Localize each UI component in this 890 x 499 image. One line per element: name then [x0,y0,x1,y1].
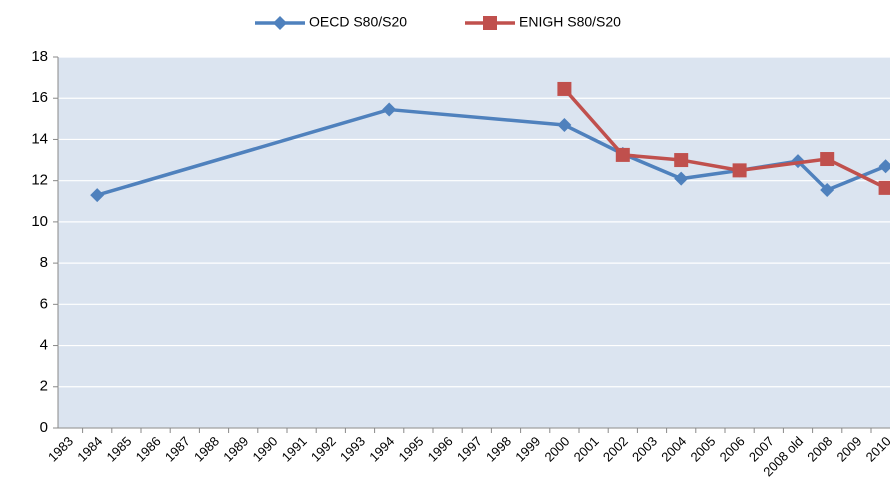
x-tick-label: 1996 [425,434,456,465]
plot-area [58,57,890,428]
y-tick-label: 16 [31,89,48,106]
x-tick-label: 2008 [804,434,835,465]
x-tick-label: 1986 [133,434,164,465]
x-tick-label: 2002 [600,434,631,465]
x-tick-label: 2006 [717,434,748,465]
point [878,180,890,195]
y-tick-label: 6 [40,295,48,312]
x-tick-label: 1983 [45,434,76,465]
series-line [563,87,887,190]
x-tick-label: 2000 [541,434,572,465]
y-tick-label: 12 [31,172,48,189]
point [557,81,572,96]
x-tick-label: 1992 [308,434,339,465]
x-tick-label: 1990 [249,434,280,465]
x-tick-label: 1998 [483,434,514,465]
point [674,153,689,168]
point [557,118,572,133]
x-tick-label: 1984 [74,434,105,465]
point [382,102,397,117]
point [878,159,890,174]
x-tick-label: 2009 [833,434,864,465]
x-tick-label: 1997 [454,434,485,465]
x-tick-label: 1988 [191,434,222,465]
x-tick-label: 2005 [687,434,718,465]
point [820,182,835,197]
legend-marker [483,16,497,30]
x-tick-label: 2010 [863,434,890,465]
point [674,171,689,186]
x-tick-label: 2003 [629,434,660,465]
y-tick-label: 18 [31,48,48,65]
x-tick-label: 1985 [103,434,134,465]
x-tick-label: 1994 [366,434,397,465]
point [615,147,630,162]
y-tick-label: 4 [40,337,48,354]
x-tick-label: 2001 [571,434,602,465]
y-tick-label: 10 [31,213,48,230]
x-tick-label: 1993 [337,434,368,465]
y-tick-label: 0 [40,419,48,436]
y-tick-label: 8 [40,254,48,271]
y-tick-label: 14 [31,130,48,147]
x-tick-label: 1991 [279,434,310,465]
legend-label: OECD S80/S20 [309,14,407,30]
x-tick-label: 1989 [220,434,251,465]
point [732,163,747,178]
x-tick-label: 1987 [162,434,193,465]
point [820,152,835,167]
y-tick-label: 2 [40,378,48,395]
legend-marker [273,16,287,30]
x-tick-label: 1999 [512,434,543,465]
x-tick-label: 2004 [658,434,689,465]
point [90,188,105,203]
legend-label: ENIGH S80/S20 [519,14,621,30]
x-tick-label: 1995 [395,434,426,465]
